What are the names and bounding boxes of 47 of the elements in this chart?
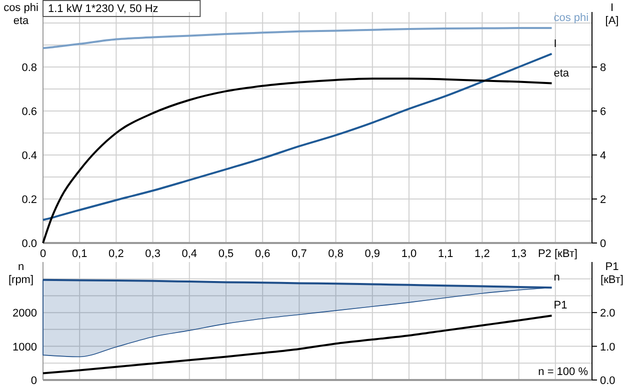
y2-tick-label: 8 bbox=[600, 62, 606, 74]
x-tick-label: 0,9 bbox=[364, 248, 380, 260]
y-axis-title: cos phi eta bbox=[4, 2, 38, 27]
series-label: eta bbox=[554, 67, 570, 80]
y-axis-title: n [rpm] bbox=[8, 261, 34, 286]
chart-title: 1.1 kW 1*230 V, 50 Hz bbox=[48, 3, 158, 15]
series-label: I bbox=[554, 38, 557, 50]
line-series bbox=[42, 278, 553, 289]
y-tick-label: 0.0 bbox=[22, 238, 37, 250]
y2-tick-label: 2.0 bbox=[600, 308, 616, 320]
y2-tick-label: 4 bbox=[600, 150, 606, 162]
x-tick-label: 0,8 bbox=[328, 248, 344, 260]
x-tick-label: 0,6 bbox=[254, 248, 270, 260]
y2-tick-label: 6 bbox=[600, 106, 606, 118]
y2-tick-label: 0 bbox=[600, 238, 606, 250]
y-tick-label: 1000 bbox=[12, 341, 37, 354]
x-tick-label: 1,0 bbox=[401, 248, 417, 260]
annotation: n = 100 % bbox=[538, 366, 588, 378]
series-label: n bbox=[554, 272, 560, 284]
line-series bbox=[42, 52, 553, 221]
x-tick-label: 0,7 bbox=[292, 248, 307, 260]
line-series bbox=[42, 314, 553, 374]
x-tick-label: 0,1 bbox=[72, 248, 88, 260]
y2-tick-label: 0.0 bbox=[600, 375, 616, 387]
x-tick-label: 1,2 bbox=[474, 248, 490, 260]
series-label: cos phi bbox=[554, 12, 589, 24]
x-axis-title: P2 [кВт] bbox=[538, 248, 578, 260]
y-tick-label: 0.8 bbox=[22, 62, 37, 74]
y2-tick-label: 2 bbox=[600, 194, 606, 206]
y-tick-label: 0 bbox=[30, 375, 37, 387]
series-label: P1 bbox=[554, 300, 568, 312]
x-tick-label: 0,3 bbox=[145, 248, 160, 260]
x-tick-label: 1,3 bbox=[511, 248, 526, 260]
y-tick-label: 0.4 bbox=[22, 150, 37, 162]
y2-axis-title: P1 [кВт] bbox=[600, 261, 624, 286]
y-tick-label: 2000 bbox=[12, 308, 37, 320]
x-tick-label: 0 bbox=[40, 248, 46, 260]
y2-axis-title: I [A] bbox=[605, 2, 619, 27]
y-tick-label: 0.2 bbox=[22, 194, 37, 206]
x-tick-label: 0,4 bbox=[182, 248, 198, 260]
line-series bbox=[42, 78, 553, 244]
y2-tick-label: 1.0 bbox=[600, 341, 616, 354]
x-tick-label: 0,2 bbox=[108, 248, 124, 260]
y-tick-label: 0.6 bbox=[22, 106, 37, 118]
line-series bbox=[42, 27, 553, 50]
x-tick-label: 1,1 bbox=[438, 248, 454, 260]
x-tick-label: 0,5 bbox=[218, 248, 234, 260]
